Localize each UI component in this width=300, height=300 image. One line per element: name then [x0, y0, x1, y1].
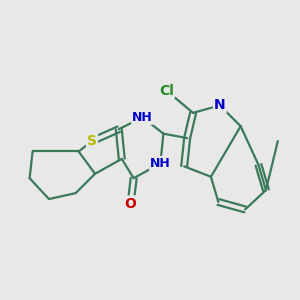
Text: O: O	[125, 196, 136, 211]
Text: NH: NH	[150, 157, 171, 170]
Text: NH: NH	[132, 111, 153, 124]
Text: Cl: Cl	[159, 84, 174, 98]
Text: N: N	[214, 98, 226, 112]
Text: S: S	[87, 134, 97, 148]
